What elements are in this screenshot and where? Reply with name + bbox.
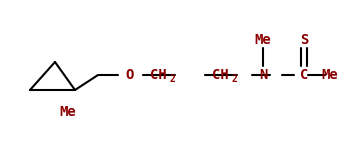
Text: 2: 2 [231,74,237,84]
Text: 2: 2 [169,74,175,84]
Text: CH: CH [150,68,166,82]
Text: O: O [126,68,134,82]
Text: Me: Me [255,33,271,47]
Text: N: N [259,68,267,82]
Text: C: C [300,68,308,82]
Text: Me: Me [322,68,339,82]
Text: CH: CH [212,68,228,82]
Text: Me: Me [60,105,76,119]
Text: S: S [300,33,308,47]
